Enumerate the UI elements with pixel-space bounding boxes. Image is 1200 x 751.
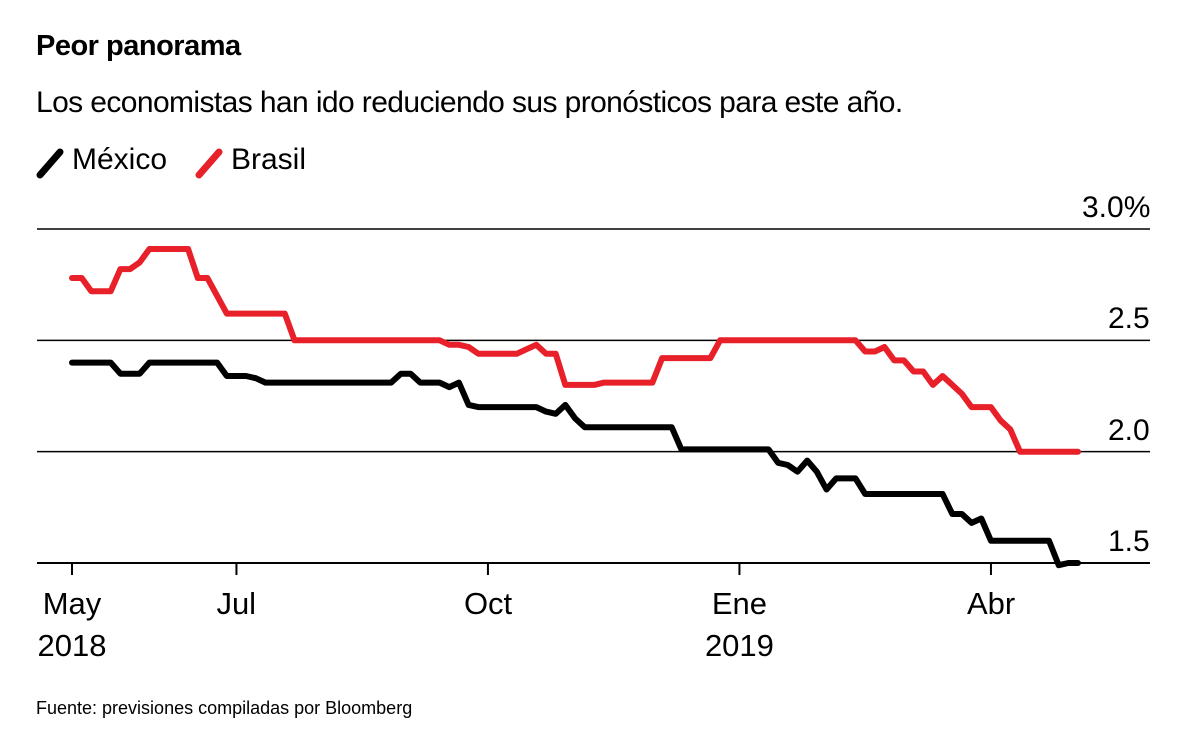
x-tick-label: Oct bbox=[463, 586, 513, 621]
series-line bbox=[69, 246, 1081, 455]
legend-label: Brasil bbox=[231, 143, 307, 176]
legend-label: México bbox=[72, 143, 168, 176]
chart-title: Peor panorama bbox=[36, 30, 241, 62]
y-tick-label: 2.5 bbox=[1108, 302, 1150, 336]
chart-subtitle: Los economistas han ido reduciendo sus p… bbox=[36, 86, 903, 119]
legend-swatch bbox=[36, 148, 64, 179]
y-tick-label: 2.0 bbox=[1108, 413, 1150, 447]
series-line bbox=[69, 359, 1081, 569]
x-tick-label: Abr bbox=[966, 586, 1016, 621]
x-tick-label: Jul bbox=[216, 586, 257, 621]
y-tick-label: 3.0% bbox=[1082, 191, 1151, 224]
x-tick-label: Ene 2019 bbox=[704, 586, 774, 663]
x-tick-label: May 2018 bbox=[37, 586, 107, 663]
y-tick-label: 1.5 bbox=[1108, 525, 1150, 558]
legend-swatch bbox=[195, 148, 223, 179]
source: Fuente: previsiones compiladas por Bloom… bbox=[36, 698, 413, 718]
